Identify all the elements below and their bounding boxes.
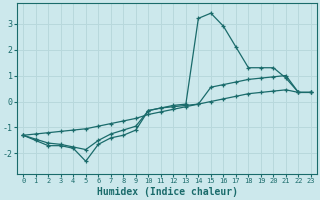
X-axis label: Humidex (Indice chaleur): Humidex (Indice chaleur) (97, 187, 237, 197)
